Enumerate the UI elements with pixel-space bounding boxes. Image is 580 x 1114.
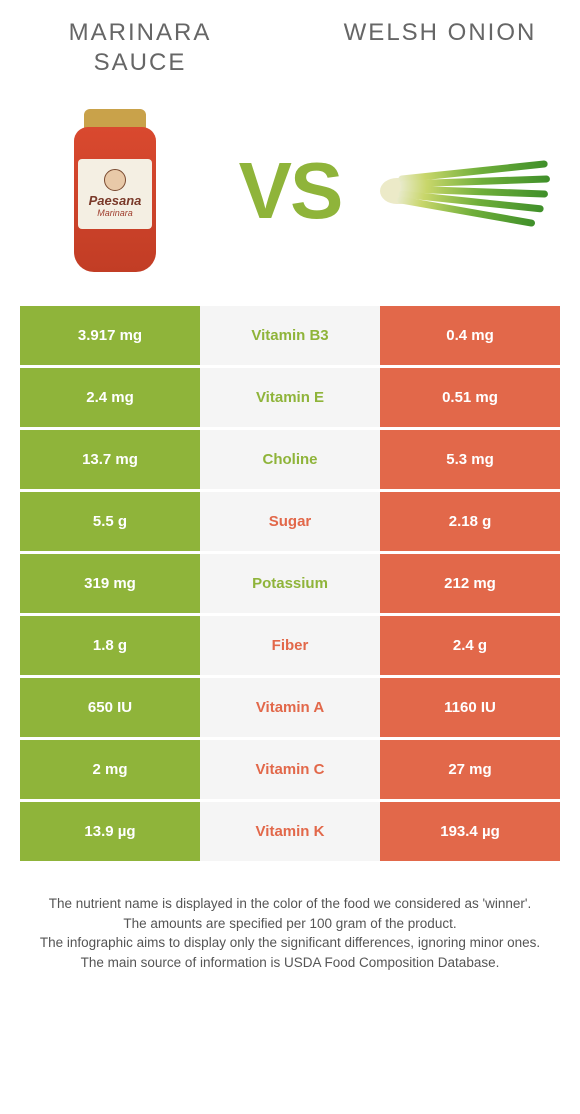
table-row: 13.9 µgVitamin K193.4 µg	[20, 802, 560, 864]
right-value-cell: 5.3 mg	[380, 430, 560, 492]
left-food-title: MARINARA SAUCE	[40, 18, 240, 78]
right-value-cell: 2.18 g	[380, 492, 560, 554]
nutrient-name-cell: Vitamin A	[200, 678, 380, 740]
left-food-image: Paesana Marinara	[30, 106, 200, 276]
table-row: 650 IUVitamin A1160 IU	[20, 678, 560, 740]
table-row: 5.5 gSugar2.18 g	[20, 492, 560, 554]
table-row: 319 mgPotassium212 mg	[20, 554, 560, 616]
welsh-onion-icon	[380, 146, 550, 236]
left-value-cell: 2.4 mg	[20, 368, 200, 430]
right-value-cell: 1160 IU	[380, 678, 560, 740]
left-value-cell: 13.9 µg	[20, 802, 200, 864]
nutrient-name-cell: Sugar	[200, 492, 380, 554]
right-value-cell: 27 mg	[380, 740, 560, 802]
right-value-cell: 2.4 g	[380, 616, 560, 678]
left-value-cell: 1.8 g	[20, 616, 200, 678]
right-value-cell: 193.4 µg	[380, 802, 560, 864]
right-food-title: WELSH ONION	[340, 18, 540, 78]
left-value-cell: 2 mg	[20, 740, 200, 802]
marinara-jar-icon: Paesana Marinara	[70, 109, 160, 274]
right-value-cell: 0.51 mg	[380, 368, 560, 430]
table-row: 13.7 mgCholine5.3 mg	[20, 430, 560, 492]
nutrient-name-cell: Vitamin K	[200, 802, 380, 864]
left-value-cell: 319 mg	[20, 554, 200, 616]
table-row: 1.8 gFiber2.4 g	[20, 616, 560, 678]
footer-line-3: The infographic aims to display only the…	[18, 933, 562, 953]
header: MARINARA SAUCE WELSH ONION	[0, 0, 580, 86]
vs-text: VS	[239, 145, 342, 237]
right-food-image	[380, 106, 550, 276]
nutrient-name-cell: Choline	[200, 430, 380, 492]
jar-brand: Paesana	[89, 193, 142, 208]
nutrient-name-cell: Potassium	[200, 554, 380, 616]
left-value-cell: 5.5 g	[20, 492, 200, 554]
nutrient-table: 3.917 mgVitamin B30.4 mg2.4 mgVitamin E0…	[0, 306, 580, 864]
nutrient-name-cell: Vitamin B3	[200, 306, 380, 368]
jar-sub: Marinara	[97, 208, 133, 218]
table-row: 2.4 mgVitamin E0.51 mg	[20, 368, 560, 430]
footer-line-4: The main source of information is USDA F…	[18, 953, 562, 973]
table-row: 3.917 mgVitamin B30.4 mg	[20, 306, 560, 368]
nutrient-name-cell: Fiber	[200, 616, 380, 678]
left-value-cell: 3.917 mg	[20, 306, 200, 368]
footer-line-1: The nutrient name is displayed in the co…	[18, 894, 562, 914]
left-value-cell: 650 IU	[20, 678, 200, 740]
right-value-cell: 0.4 mg	[380, 306, 560, 368]
images-row: Paesana Marinara VS	[0, 86, 580, 306]
left-value-cell: 13.7 mg	[20, 430, 200, 492]
footer-notes: The nutrient name is displayed in the co…	[0, 864, 580, 972]
table-row: 2 mgVitamin C27 mg	[20, 740, 560, 802]
nutrient-name-cell: Vitamin E	[200, 368, 380, 430]
footer-line-2: The amounts are specified per 100 gram o…	[18, 914, 562, 934]
nutrient-name-cell: Vitamin C	[200, 740, 380, 802]
right-value-cell: 212 mg	[380, 554, 560, 616]
